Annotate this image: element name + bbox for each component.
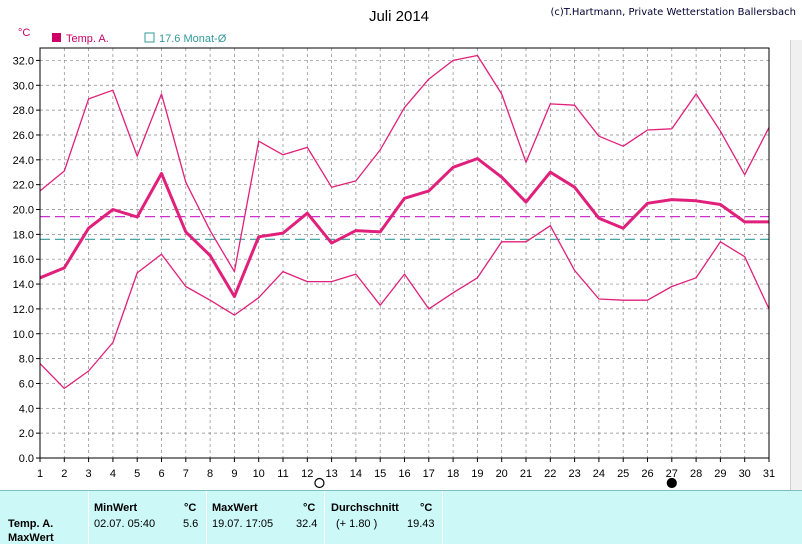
max-datetime: 19.07. 17:05 — [212, 518, 274, 530]
y-tick-label: 18.0 — [13, 229, 34, 241]
min-header: MinWert — [94, 502, 138, 514]
stats-panel: Temp. A. MaxWert MinWert °C 02.07. 05:40… — [0, 490, 802, 544]
min-datetime: 02.07. 05:40 — [94, 518, 156, 530]
min-unit: °C — [184, 502, 197, 514]
chart-title: Juli 2014 — [369, 8, 429, 25]
x-tick-label: 29 — [714, 468, 726, 480]
x-tick-label: 1 — [37, 468, 43, 480]
x-tick-label: 10 — [253, 468, 265, 480]
stats-row-label-2: MaxWert — [8, 532, 54, 544]
stats-divider — [442, 491, 443, 544]
x-tick-label: 14 — [350, 468, 362, 480]
x-tick-label: 22 — [544, 468, 556, 480]
moon-markers — [314, 477, 677, 489]
series-line-min — [39, 225, 770, 390]
series-lines — [39, 54, 770, 390]
x-tick-label: 4 — [110, 468, 116, 480]
x-tick-label: 19 — [471, 468, 483, 480]
x-tick-label: 12 — [301, 468, 313, 480]
avg-delta: (+ 1.80 ) — [336, 518, 378, 530]
y-unit-label: °C — [18, 27, 30, 39]
x-tick-label: 7 — [183, 468, 189, 480]
x-tick-label: 28 — [690, 468, 702, 480]
x-tick-label: 18 — [447, 468, 459, 480]
x-tick-label: 5 — [134, 468, 140, 480]
y-tick-label: 28.0 — [13, 105, 34, 117]
legend: Temp. A. 17.6 Monat-Ø — [52, 32, 227, 45]
y-tick-label: 16.0 — [13, 254, 34, 266]
x-tick-label: 9 — [231, 468, 237, 480]
legend-series-label: Temp. A. — [66, 33, 109, 45]
y-tick-label: 2.0 — [19, 428, 34, 440]
y-tick-label: 22.0 — [13, 180, 34, 192]
x-tick-label: 30 — [739, 468, 751, 480]
stats-divider — [88, 491, 89, 544]
reference-lines — [40, 215, 769, 240]
x-tick-label: 3 — [86, 468, 92, 480]
avg-value: 19.43 — [407, 518, 435, 530]
stats-row-label: Temp. A. — [8, 518, 54, 530]
x-tick-label: 25 — [617, 468, 629, 480]
y-tick-labels: 0.0 2.0 4.0 6.0 8.0 10.0 12.0 14.0 16.0 18.0 20.0 2… — [13, 55, 34, 465]
x-tick-label: 23 — [568, 468, 580, 480]
series-line-max — [39, 54, 770, 273]
legend-avg-label: 17.6 Monat-Ø — [159, 33, 227, 45]
x-tick-label: 27 — [666, 468, 678, 480]
x-tick-label: 17 — [423, 468, 435, 480]
stats-divider — [324, 491, 325, 544]
plot-frame — [39, 47, 770, 459]
x-tick-label: 24 — [593, 468, 605, 480]
y-tick-label: 6.0 — [19, 378, 34, 390]
temperature-chart: Juli 2014 (c)T.Hartmann, Private Wetters… — [13, 7, 796, 489]
x-tick-label: 11 — [277, 468, 288, 480]
max-unit: °C — [303, 502, 316, 514]
credit-text: (c)T.Hartmann, Private Wetterstation Bal… — [550, 7, 796, 18]
y-tick-label: 32.0 — [13, 55, 34, 67]
y-tick-label: 8.0 — [19, 354, 34, 366]
x-tick-label: 2 — [61, 468, 67, 480]
y-tick-label: 12.0 — [13, 304, 34, 316]
x-tick-label: 26 — [641, 468, 653, 480]
new-moon-icon — [666, 477, 677, 489]
min-value: 5.6 — [183, 518, 199, 530]
avg-unit: °C — [420, 502, 433, 514]
grid — [36, 48, 770, 462]
x-tick-label: 21 — [520, 468, 532, 480]
x-tick-label: 31 — [763, 468, 775, 480]
y-tick-label: 20.0 — [13, 205, 34, 217]
full-moon-icon — [314, 477, 325, 489]
x-tick-label: 8 — [207, 468, 213, 480]
y-tick-label: 4.0 — [19, 403, 34, 415]
y-tick-label: 0.0 — [19, 453, 34, 465]
x-tick-label: 20 — [496, 468, 508, 480]
y-tick-label: 14.0 — [13, 279, 34, 291]
series-line-mittel — [39, 157, 769, 298]
stats-divider — [206, 491, 207, 544]
y-tick-label: 24.0 — [13, 155, 34, 167]
x-tick-label: 13 — [325, 468, 337, 480]
legend-avg-swatch — [144, 32, 155, 43]
y-tick-label: 10.0 — [13, 329, 34, 341]
x-tick-label: 15 — [374, 468, 386, 480]
vertical-scrollbar[interactable] — [790, 40, 802, 490]
y-tick-label: 30.0 — [13, 80, 34, 92]
x-tick-labels: 1 2 3 4 5 6 7 8 9 10 11 12 13 14 15 16 17 18 19 20 21 22 23 24 2… — [37, 468, 775, 480]
x-tick-label: 16 — [398, 468, 410, 480]
max-header: MaxWert — [212, 502, 258, 514]
legend-series-swatch — [52, 33, 61, 42]
avg-header: Durchschnitt — [331, 502, 399, 514]
x-tick-label: 6 — [158, 468, 164, 480]
max-value: 32.4 — [296, 518, 318, 530]
y-tick-label: 26.0 — [13, 130, 34, 142]
